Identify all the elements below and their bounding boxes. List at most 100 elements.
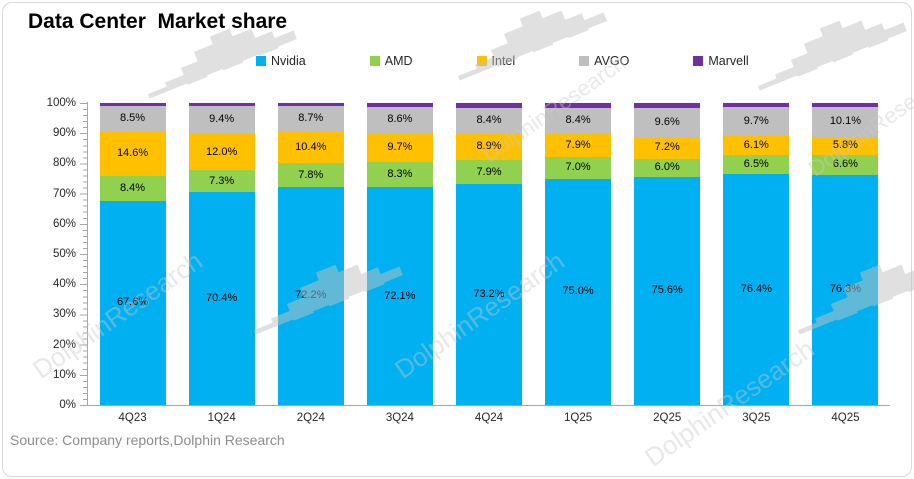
data-label: 7.2%	[654, 141, 680, 154]
x-tick-label-3q24: 3Q24	[385, 412, 414, 424]
y-tick-label: 80%	[52, 157, 76, 170]
legend-label: AMD	[384, 54, 413, 68]
x-tick-label-4q23: 4Q23	[118, 412, 147, 424]
data-label: 12.0%	[206, 145, 238, 158]
data-label: 76.4%	[740, 283, 772, 296]
y-tick-label: 60%	[52, 217, 76, 230]
data-label: 7.3%	[209, 174, 235, 187]
segment-intel: 6.1%	[723, 136, 790, 155]
source-note: Source: Company reports,Dolphin Research	[10, 432, 285, 448]
data-label: 72.2%	[295, 289, 327, 302]
data-label: 14.6%	[116, 146, 149, 159]
segment-intel: 14.6%	[99, 131, 166, 176]
y-tick-label: 10%	[52, 368, 76, 381]
soundwave-logo-icon: ▁▂▄▆█▆▄▂	[747, 1, 904, 90]
segment-amd: 8.3%	[366, 162, 433, 188]
segment-intel: 7.2%	[634, 136, 701, 159]
segment-marvell	[455, 103, 522, 108]
legend-swatch-intel-icon	[476, 56, 487, 66]
y-tick-label: 40%	[52, 278, 76, 291]
y-axis-labels: 0% 10% 20% 30% 40% 50% 60% 70% 80% 90% 100%	[0, 97, 76, 411]
segment-nvidia: 72.1%	[366, 187, 433, 405]
legend-item-avgo: AVGO	[579, 54, 629, 68]
segment-amd: 7.8%	[277, 163, 344, 187]
y-tick-label: 100%	[46, 97, 76, 109]
data-label: 9.7%	[743, 115, 769, 128]
segment-avgo: 8.5%	[99, 105, 166, 132]
data-label: 8.9%	[476, 140, 502, 153]
segment-nvidia: 76.3%	[812, 174, 879, 405]
x-tick-label-2q25: 2Q25	[653, 412, 682, 424]
segment-marvell	[634, 103, 701, 108]
segment-nvidia: 70.4%	[188, 192, 255, 405]
data-label: 7.9%	[565, 138, 591, 151]
segment-marvell	[366, 103, 433, 107]
segment-amd: 6.5%	[723, 154, 790, 175]
bar-4q25: 76.3% 6.6% 5.8% 10.1%	[812, 103, 879, 405]
data-label: 6.1%	[743, 138, 769, 151]
bar-1q25: 75.0% 7.0% 7.9% 8.4%	[545, 103, 612, 405]
segment-marvell	[277, 103, 344, 106]
segment-avgo: 8.4%	[545, 108, 612, 134]
segment-amd: 7.0%	[545, 157, 612, 179]
segment-marvell	[99, 103, 166, 106]
segment-nvidia: 73.2%	[455, 183, 522, 405]
legend-label: AVGO	[594, 54, 630, 68]
bar-2q24: 72.2% 7.8% 10.4% 8.7%	[277, 103, 344, 405]
data-label: 8.6%	[387, 113, 413, 126]
data-label: 8.4%	[120, 181, 146, 194]
data-label: 8.4%	[565, 114, 591, 127]
segment-avgo: 9.6%	[634, 107, 701, 137]
plot-area: 67.6% 8.4% 14.6% 8.5% 70.4% 7.3% 12.0% 9.4% 72.2…	[88, 103, 890, 405]
segment-amd: 7.9%	[455, 160, 522, 184]
data-label: 70.4%	[206, 292, 238, 305]
legend-label: Marvell	[708, 54, 749, 68]
data-label: 67.6%	[116, 296, 149, 309]
data-label: 10.4%	[295, 141, 327, 154]
y-axis-major-ticks	[80, 103, 87, 406]
data-label: 7.0%	[565, 161, 591, 174]
x-tick-label-1q25: 1Q25	[564, 412, 593, 424]
x-tick-label-2q24: 2Q24	[296, 412, 325, 424]
data-label: 9.6%	[654, 115, 680, 128]
segment-avgo: 8.7%	[277, 105, 344, 133]
legend-item-amd: AMD	[369, 54, 413, 68]
segment-marvell	[723, 103, 790, 107]
segment-nvidia: 67.6%	[99, 200, 166, 405]
data-label: 76.3%	[829, 283, 862, 296]
segment-amd: 6.0%	[634, 158, 701, 177]
segment-nvidia: 76.4%	[723, 174, 790, 405]
segment-intel: 7.9%	[545, 133, 612, 158]
bar-1q24: 70.4% 7.3% 12.0% 9.4%	[188, 103, 255, 405]
segment-intel: 9.7%	[366, 132, 433, 163]
data-label: 8.4%	[476, 114, 502, 127]
legend-label: Nvidia	[271, 54, 306, 68]
x-tick-label-4q24: 4Q24	[474, 412, 504, 424]
y-tick-label: 20%	[52, 338, 76, 351]
data-label: 8.5%	[120, 112, 146, 125]
data-label: 6.6%	[832, 158, 858, 171]
data-label: 73.2%	[473, 287, 505, 300]
x-tick-label-1q24: 1Q24	[207, 412, 236, 424]
segment-marvell	[545, 103, 612, 109]
data-label: 9.4%	[209, 113, 235, 126]
y-tick-label: 30%	[52, 308, 76, 321]
x-axis-line	[87, 405, 890, 406]
segment-nvidia: 72.2%	[277, 186, 344, 405]
legend-swatch-amd-icon	[369, 56, 380, 66]
legend-item-nvidia: Nvidia	[256, 54, 306, 68]
data-label: 7.9%	[476, 165, 502, 178]
segment-marvell	[812, 103, 879, 107]
segment-nvidia: 75.0%	[545, 178, 612, 405]
y-tick-label: 90%	[52, 127, 76, 140]
segment-intel: 12.0%	[188, 134, 255, 171]
data-label: 5.8%	[832, 139, 858, 152]
y-tick-label: 50%	[52, 248, 76, 260]
data-label: 9.7%	[387, 141, 413, 154]
segment-amd: 8.4%	[99, 175, 166, 201]
x-tick-label-4q25: 4Q25	[831, 412, 860, 424]
data-label: 72.1%	[384, 289, 416, 302]
x-tick-label-3q25: 3Q25	[742, 412, 771, 424]
soundwave-logo-icon: ▁▂▄▆█▆▄▂	[447, 0, 604, 80]
